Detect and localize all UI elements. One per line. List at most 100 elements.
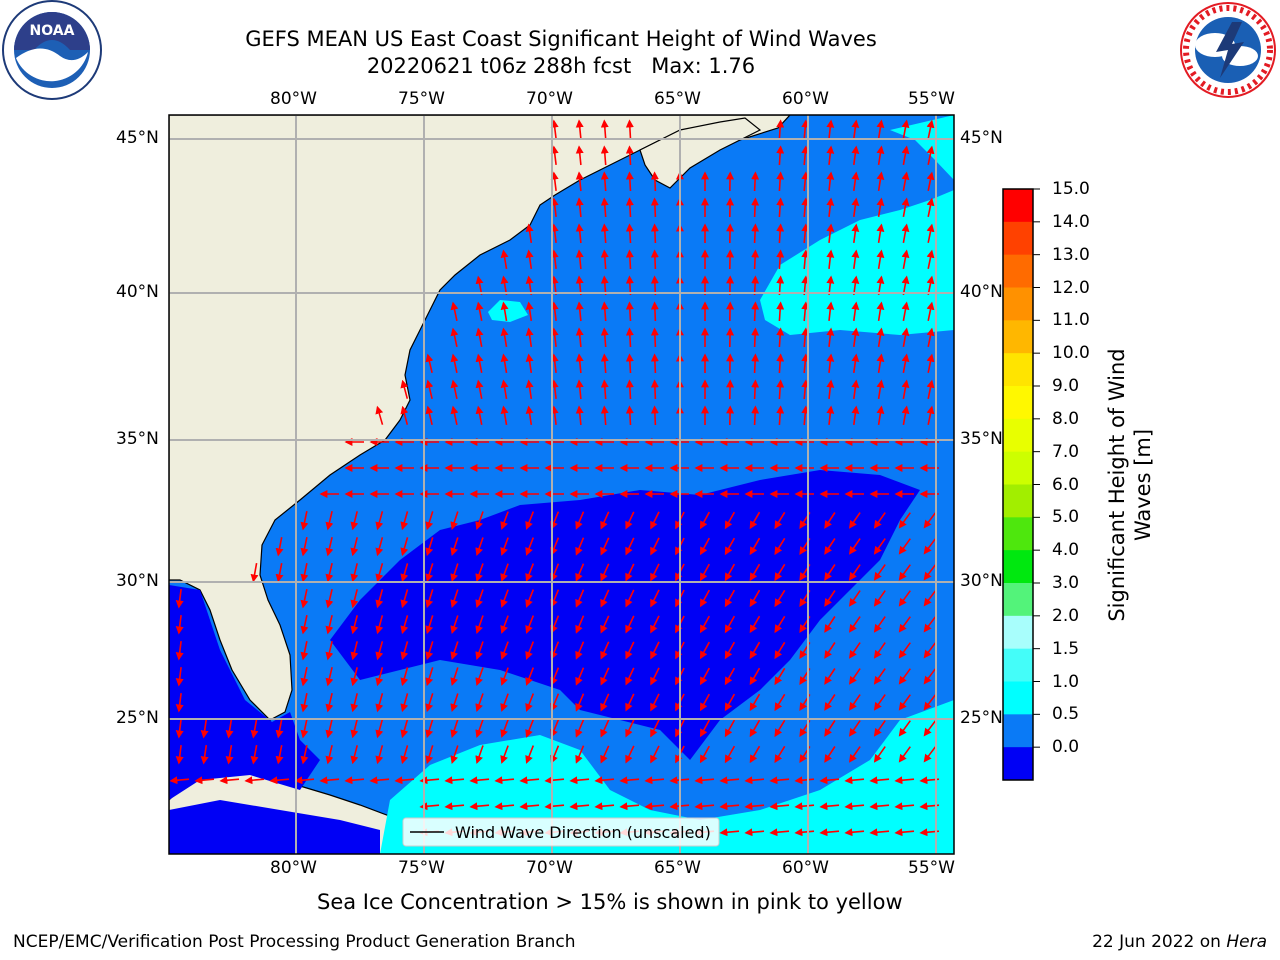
wind-wave-arrow	[550, 275, 559, 295]
wind-wave-arrow	[801, 171, 810, 192]
wind-wave-arrow	[575, 693, 585, 712]
lat-label-right: 30°N	[960, 571, 1003, 591]
wind-wave-arrow	[194, 776, 215, 785]
wind-wave-arrow	[844, 802, 865, 811]
wind-wave-arrow	[600, 563, 610, 582]
wind-wave-arrow	[794, 802, 815, 811]
colorbar-tick-label: 4.0	[1052, 540, 1080, 561]
wind-wave-arrow	[375, 615, 384, 635]
wind-wave-arrow	[469, 802, 490, 811]
wind-wave-arrow	[724, 615, 736, 634]
wind-wave-arrow	[550, 405, 559, 425]
colorbar-tick-label: 10.0	[1052, 343, 1090, 364]
wind-wave-arrow	[926, 327, 935, 347]
wind-wave-arrow	[901, 145, 910, 166]
lat-label-left: 35°N	[116, 429, 159, 449]
wind-wave-arrow	[525, 563, 535, 582]
colorbar-tick-label: 12.0	[1052, 277, 1090, 298]
wind-wave-arrow	[450, 667, 459, 687]
wind-wave-arrow	[801, 223, 810, 244]
wind-wave-arrow	[550, 301, 559, 321]
wind-wave-arrow	[826, 171, 835, 191]
wind-wave-arrow	[751, 353, 760, 374]
lon-label-top: 80°W	[270, 89, 317, 109]
wind-wave-arrow	[325, 745, 334, 765]
wind-wave-arrow	[898, 642, 911, 659]
wind-wave-arrow	[848, 512, 861, 529]
wind-wave-arrow	[550, 249, 559, 269]
wind-wave-arrow	[375, 745, 384, 765]
wind-wave-arrow	[869, 776, 890, 785]
wind-wave-arrow	[751, 223, 760, 244]
wind-wave-arrow	[600, 615, 610, 634]
wind-wave-arrow	[901, 171, 910, 192]
wind-wave-arrow	[650, 693, 660, 712]
wind-wave-arrow	[625, 197, 634, 218]
wind-wave-arrow	[774, 719, 786, 738]
wind-wave-arrow	[325, 615, 334, 635]
wind-wave-arrow	[776, 145, 785, 166]
wind-wave-arrow	[500, 719, 509, 738]
wind-wave-arrow	[926, 119, 935, 139]
wind-wave-arrow	[751, 171, 760, 192]
wind-wave-arrow	[848, 590, 861, 607]
wind-wave-arrow	[325, 589, 334, 609]
wind-wave-arrow	[650, 405, 659, 426]
wind-wave-arrow	[575, 171, 584, 192]
wind-wave-arrow	[550, 171, 559, 191]
wind-wave-arrow	[575, 249, 584, 270]
wind-wave-arrow	[575, 223, 584, 244]
wind-wave-arrow	[575, 353, 584, 374]
wind-wave-arrow	[744, 802, 765, 811]
wind-wave-arrow	[575, 379, 584, 400]
footer-left: NCEP/EMC/Verification Post Processing Pr…	[13, 932, 576, 952]
wind-wave-arrow	[749, 667, 761, 686]
wind-wave-arrow	[525, 327, 534, 348]
wind-wave-arrow	[869, 828, 890, 837]
wind-wave-arrow	[300, 745, 309, 765]
wind-wave-arrow	[525, 301, 534, 322]
wind-wave-arrow	[425, 641, 434, 661]
wind-wave-arrow	[901, 327, 910, 348]
wind-wave-arrow	[425, 745, 434, 765]
lon-label-top: 60°W	[782, 89, 829, 109]
wind-wave-arrow	[848, 538, 861, 555]
wind-wave-arrow	[350, 589, 359, 609]
wind-wave-arrow	[175, 615, 184, 635]
wind-wave-arrow	[851, 249, 860, 270]
wind-wave-arrow	[724, 667, 736, 686]
wind-wave-arrow	[175, 719, 184, 739]
wind-wave-arrow	[749, 641, 761, 660]
lat-label-right: 35°N	[960, 429, 1003, 449]
wind-wave-arrow	[873, 512, 886, 529]
wind-wave-arrow	[724, 511, 736, 530]
wind-wave-arrow	[450, 405, 459, 425]
wind-wave-arrow	[594, 776, 615, 785]
wind-wave-arrow	[575, 667, 585, 686]
wind-wave-arrow	[500, 563, 509, 582]
wind-wave-arrow	[876, 249, 885, 270]
wind-wave-arrow	[926, 405, 935, 425]
wind-wave-arrow	[250, 562, 259, 583]
wind-wave-arrow	[525, 615, 535, 634]
wind-wave-arrow	[699, 719, 711, 738]
wind-wave-arrow	[751, 249, 760, 270]
lat-label-right: 45°N	[960, 128, 1003, 148]
wind-wave-arrow	[749, 537, 761, 556]
colorbar-block	[1003, 418, 1033, 453]
colorbar-block	[1003, 320, 1033, 354]
wind-wave-arrow	[344, 776, 365, 785]
wind-wave-arrow	[851, 223, 860, 244]
wind-wave-arrow	[350, 641, 359, 661]
wind-wave-arrow	[575, 327, 584, 348]
wind-wave-arrow	[625, 119, 634, 140]
wind-wave-arrow	[475, 353, 484, 373]
wind-wave-arrow	[600, 171, 609, 192]
wind-wave-arrow	[699, 563, 711, 582]
wind-wave-arrow	[500, 641, 509, 660]
wind-wave-arrow	[500, 405, 509, 426]
wind-wave-arrow	[724, 693, 736, 712]
wind-wave-arrow	[575, 511, 585, 530]
wind-wave-arrow	[275, 719, 284, 739]
wind-wave-arrow	[300, 667, 309, 687]
